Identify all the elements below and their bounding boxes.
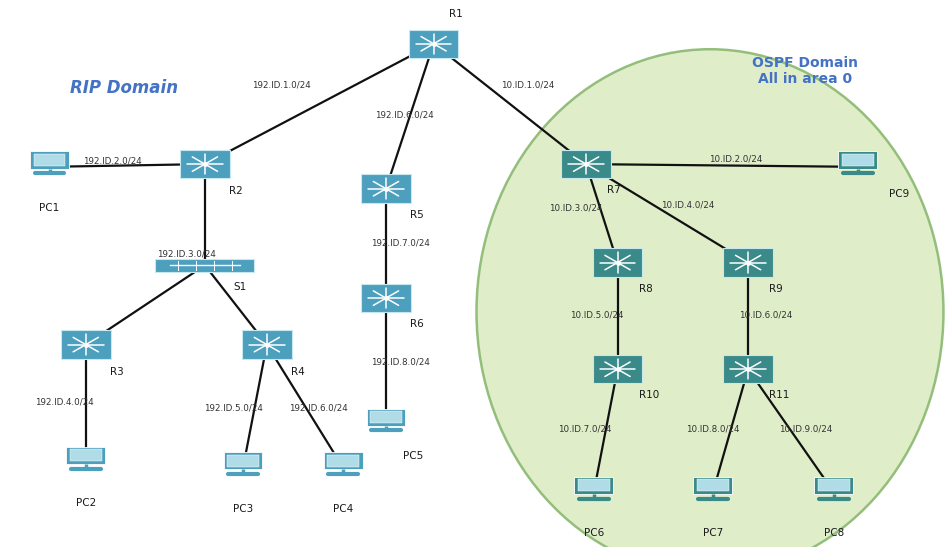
Text: PC1: PC1 [39, 203, 60, 213]
FancyBboxPatch shape [361, 174, 410, 203]
FancyBboxPatch shape [817, 479, 849, 491]
FancyBboxPatch shape [838, 152, 876, 168]
FancyBboxPatch shape [324, 452, 362, 469]
Text: 192.ID.2.0/24: 192.ID.2.0/24 [83, 157, 142, 166]
Ellipse shape [476, 49, 942, 547]
Text: 10.ID.2.0/24: 10.ID.2.0/24 [708, 154, 762, 163]
Text: 192.ID.3.0/24: 192.ID.3.0/24 [157, 250, 216, 259]
Text: R11: R11 [768, 391, 788, 400]
Text: 192.ID.6.0/24: 192.ID.6.0/24 [374, 110, 433, 119]
Text: R3: R3 [109, 367, 123, 377]
FancyBboxPatch shape [242, 330, 291, 359]
Text: PC6: PC6 [583, 528, 604, 538]
FancyBboxPatch shape [841, 154, 873, 166]
FancyBboxPatch shape [577, 479, 609, 491]
FancyBboxPatch shape [224, 452, 262, 469]
Text: R6: R6 [409, 319, 423, 329]
Text: 192.ID.6.0/24: 192.ID.6.0/24 [288, 403, 347, 412]
FancyBboxPatch shape [67, 447, 105, 464]
FancyBboxPatch shape [30, 152, 69, 168]
Text: PC8: PC8 [823, 528, 843, 538]
Text: R10: R10 [638, 391, 658, 400]
Text: 10.ID.3.0/24: 10.ID.3.0/24 [548, 203, 602, 212]
FancyBboxPatch shape [592, 248, 642, 277]
Text: 10.ID.6.0/24: 10.ID.6.0/24 [738, 310, 791, 319]
Text: PC5: PC5 [402, 451, 423, 461]
Text: 10.ID.5.0/24: 10.ID.5.0/24 [569, 310, 623, 319]
Text: 10.ID.9.0/24: 10.ID.9.0/24 [778, 425, 831, 434]
FancyBboxPatch shape [696, 479, 728, 491]
FancyBboxPatch shape [180, 150, 229, 178]
FancyBboxPatch shape [69, 449, 102, 461]
Text: 192.ID.8.0/24: 192.ID.8.0/24 [370, 358, 429, 366]
FancyBboxPatch shape [723, 248, 772, 277]
Text: 10.ID.7.0/24: 10.ID.7.0/24 [558, 425, 611, 434]
Text: 10.ID.1.0/24: 10.ID.1.0/24 [501, 80, 554, 89]
FancyBboxPatch shape [367, 409, 405, 426]
Text: OSPF Domain
All in area 0: OSPF Domain All in area 0 [751, 56, 858, 86]
Text: R5: R5 [409, 210, 423, 220]
Text: R2: R2 [228, 187, 242, 196]
Text: R8: R8 [638, 284, 651, 294]
FancyBboxPatch shape [574, 477, 612, 494]
Text: 10.ID.4.0/24: 10.ID.4.0/24 [661, 201, 714, 210]
Text: 192.ID.1.0/24: 192.ID.1.0/24 [251, 80, 310, 89]
FancyBboxPatch shape [227, 455, 259, 467]
Text: 192.ID.5.0/24: 192.ID.5.0/24 [204, 403, 263, 412]
Text: PC7: PC7 [702, 528, 723, 538]
Text: PC9: PC9 [888, 189, 908, 199]
Text: PC4: PC4 [332, 504, 353, 514]
Text: R9: R9 [768, 284, 782, 294]
FancyBboxPatch shape [61, 330, 110, 359]
FancyBboxPatch shape [361, 284, 410, 312]
FancyBboxPatch shape [723, 355, 772, 383]
FancyBboxPatch shape [155, 259, 254, 272]
FancyBboxPatch shape [327, 455, 359, 467]
Text: R1: R1 [448, 9, 462, 19]
Text: 192.ID.4.0/24: 192.ID.4.0/24 [35, 398, 94, 406]
FancyBboxPatch shape [814, 477, 852, 494]
FancyBboxPatch shape [693, 477, 731, 494]
Text: 10.ID.8.0/24: 10.ID.8.0/24 [685, 425, 739, 434]
Text: R7: R7 [606, 185, 620, 195]
Text: PC3: PC3 [232, 504, 253, 514]
FancyBboxPatch shape [408, 30, 458, 58]
FancyBboxPatch shape [369, 411, 402, 423]
Text: R4: R4 [290, 367, 304, 377]
Text: S1: S1 [233, 282, 247, 292]
Text: RIP Domain: RIP Domain [69, 79, 178, 96]
Text: 192.ID.7.0/24: 192.ID.7.0/24 [370, 239, 429, 248]
FancyBboxPatch shape [561, 150, 610, 178]
FancyBboxPatch shape [592, 355, 642, 383]
FancyBboxPatch shape [33, 154, 66, 166]
Text: PC2: PC2 [75, 498, 96, 508]
